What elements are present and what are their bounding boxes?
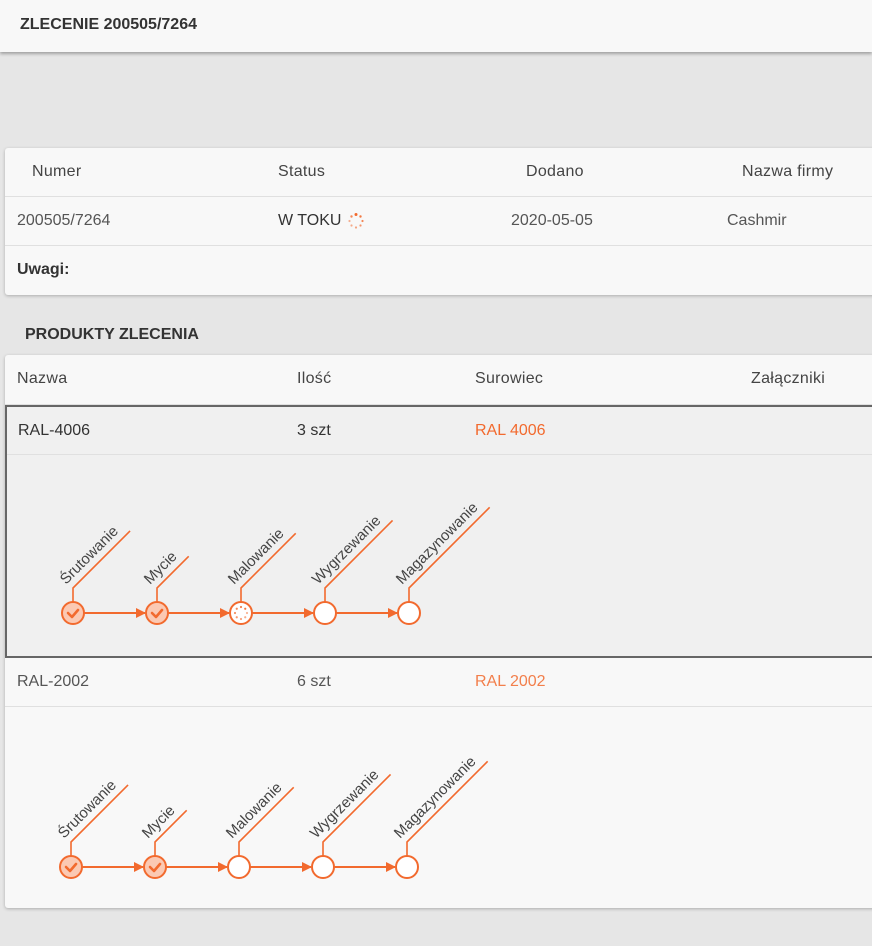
product-material-link[interactable]: RAL 4006	[475, 422, 546, 439]
product-row[interactable]: RAL-4006 3 szt RAL 4006	[7, 407, 872, 455]
label-leader-line	[240, 532, 297, 602]
product-name: RAL-2002	[17, 673, 90, 690]
check-icon	[148, 862, 162, 873]
status-badge: W TOKU	[278, 212, 342, 229]
spinner-dot	[233, 611, 237, 615]
order-header-row: Numer Status Dodano Nazwa firmy	[5, 148, 872, 197]
col-zalaczniki: Załączniki	[751, 370, 826, 387]
step-label: Malowanie	[225, 525, 288, 588]
step-done-icon	[61, 601, 85, 625]
check-icon	[150, 608, 164, 619]
product-quantity: 3 szt	[297, 422, 331, 439]
col-surowiec: Surowiec	[475, 370, 544, 387]
step-pending-icon	[395, 855, 419, 879]
product-quantity: 6 szt	[297, 673, 331, 690]
label-leader-line	[154, 809, 188, 856]
step-node	[229, 601, 253, 625]
step-pending-icon	[397, 601, 421, 625]
step-node	[313, 601, 337, 625]
step-pending-icon	[227, 855, 251, 879]
step-done-icon	[145, 601, 169, 625]
spinner-dot	[235, 616, 238, 619]
label-leader-line	[408, 506, 491, 602]
order-date: 2020-05-05	[511, 212, 593, 229]
step-node	[311, 855, 335, 879]
step-label: Śrutowanie	[56, 522, 122, 588]
label-leader-line	[70, 784, 129, 856]
label-leader-line	[406, 760, 489, 856]
spinner-dot	[245, 611, 249, 615]
step-done-icon	[143, 855, 167, 879]
check-icon	[66, 608, 80, 619]
label-leader-line	[72, 530, 131, 602]
product-name: RAL-4006	[18, 422, 91, 439]
step-node	[59, 855, 83, 879]
step-done-icon	[59, 855, 83, 879]
check-icon	[64, 862, 78, 873]
col-ilosc: Ilość	[297, 370, 332, 387]
step-node	[145, 601, 169, 625]
order-number: 200505/7264	[17, 212, 111, 229]
step-node	[61, 601, 85, 625]
step-node	[395, 855, 419, 879]
step-label: Mycie	[139, 802, 179, 842]
spinner-dot	[239, 605, 243, 609]
col-nazwa: Nazwa	[17, 370, 68, 387]
step-label: Śrutowanie	[54, 776, 120, 842]
step-in-progress-icon	[229, 601, 253, 625]
step-label: Wygrzewanie	[309, 512, 385, 588]
product-row[interactable]: RAL-2002 6 szt RAL 2002	[5, 658, 872, 707]
step-node	[227, 855, 251, 879]
label-leader-line	[322, 773, 392, 856]
page-title: ZLECENIE 200505/7264	[0, 0, 872, 52]
step-label: Magazynowanie	[393, 499, 482, 588]
step-label: Wygrzewanie	[307, 766, 383, 842]
label-leader-line	[324, 519, 394, 602]
order-details-card: Numer Status Dodano Nazwa firmy 200505/7…	[5, 148, 872, 295]
company-name: Cashmir	[727, 212, 787, 229]
step-node	[143, 855, 167, 879]
col-firma: Nazwa firmy	[742, 163, 834, 180]
product-material-link[interactable]: RAL 2002	[475, 673, 546, 690]
process-timeline: Śrutowanie Mycie Malowanie Wygrzewanie Magaz…	[7, 455, 872, 656]
spinner-dot	[239, 617, 243, 621]
process-timeline: Śrutowanie Mycie Malowanie Wygrzewanie Magaz…	[5, 707, 872, 908]
spinner-dot	[244, 607, 247, 610]
spinner-dot	[235, 607, 238, 610]
step-label: Malowanie	[223, 779, 286, 842]
label-leader-line	[156, 555, 190, 602]
col-dodano: Dodano	[526, 163, 584, 180]
step-pending-icon	[313, 601, 337, 625]
order-data-row: 200505/7264 W TOKU 2020-05-05 Cashmir	[5, 197, 872, 246]
notes-row: Uwagi:	[5, 246, 872, 295]
spinner-icon	[348, 213, 364, 229]
products-section-title: PRODUKTY ZLECENIA	[25, 326, 199, 343]
product-item-selected: RAL-4006 3 szt RAL 4006 Śrutowanie Mycie M…	[5, 405, 872, 658]
label-leader-line	[238, 786, 295, 856]
step-label: Magazynowanie	[391, 753, 480, 842]
products-card: Nazwa Ilość Surowiec Załączniki RAL-4006…	[5, 355, 872, 908]
step-label: Mycie	[141, 548, 181, 588]
col-status: Status	[278, 163, 326, 180]
col-numer: Numer	[32, 163, 82, 180]
step-pending-icon	[311, 855, 335, 879]
step-node	[397, 601, 421, 625]
notes-label: Uwagi:	[17, 261, 70, 278]
products-header-row: Nazwa Ilość Surowiec Załączniki	[5, 355, 872, 405]
spinner-dot	[244, 616, 247, 619]
